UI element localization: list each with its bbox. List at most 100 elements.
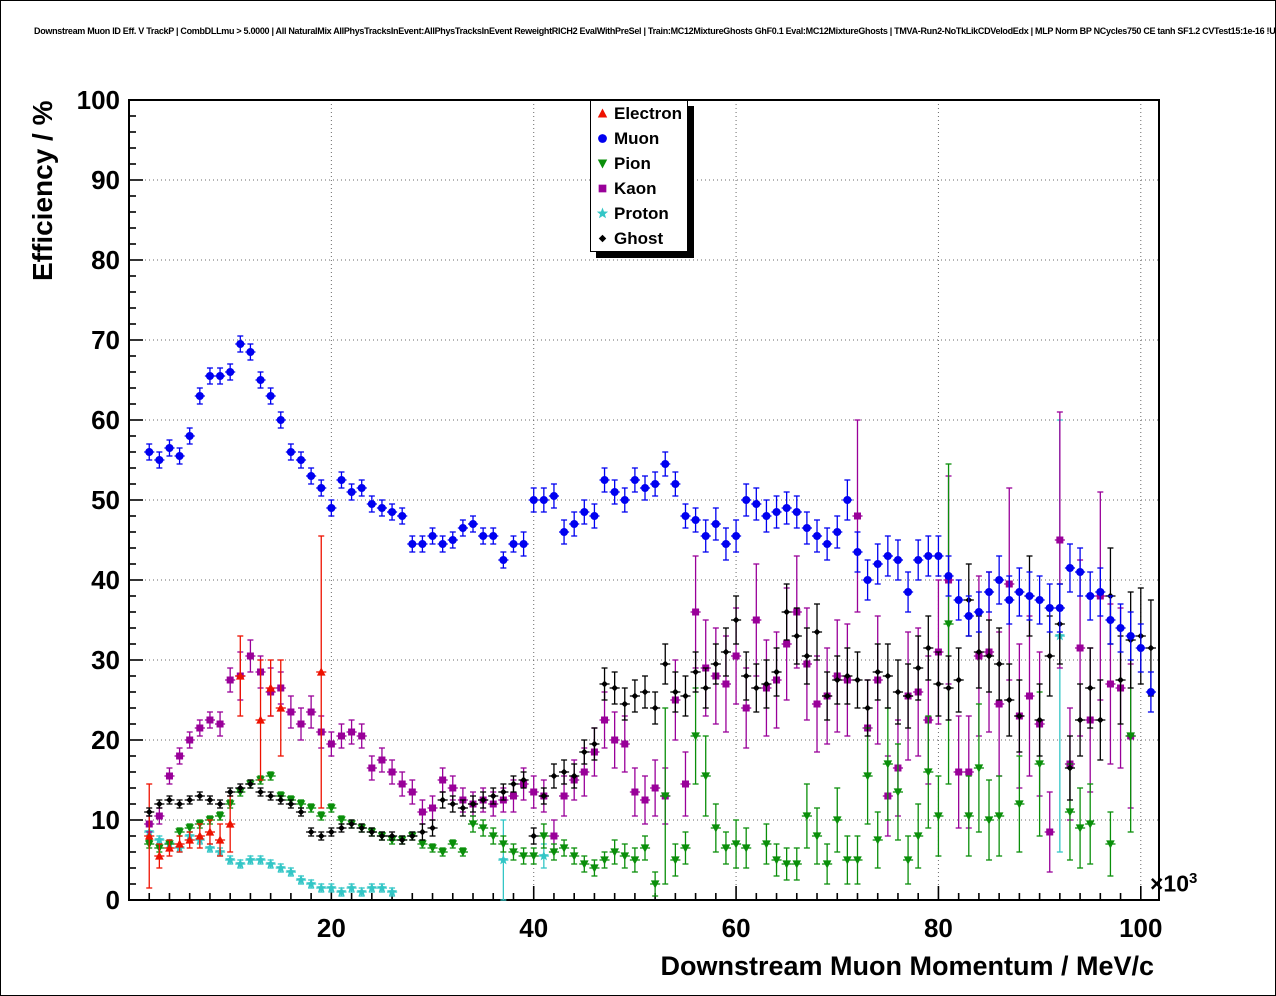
data-point-marker [792, 860, 802, 869]
data-point-marker [225, 854, 236, 865]
data-point-marker [469, 520, 478, 528]
data-point-marker [245, 854, 256, 865]
x-axis-title: Downstream Muon Momentum / MeV/c [660, 951, 1154, 981]
data-point-marker [154, 834, 165, 845]
data-point-marker [853, 548, 862, 556]
data-point-marker [712, 660, 720, 668]
data-point-marker [327, 828, 335, 836]
data-point-marker [235, 671, 245, 680]
svg-text:70: 70 [91, 325, 120, 355]
svg-text:60: 60 [91, 405, 120, 435]
data-point-marker [833, 528, 842, 536]
ghost-legend-marker-icon [598, 234, 607, 243]
data-point-marker [924, 768, 933, 777]
data-point-marker [883, 760, 893, 769]
data-point-marker [1065, 808, 1075, 817]
data-point-marker [732, 532, 741, 540]
data-point-marker [246, 348, 255, 356]
data-point-marker [540, 792, 548, 800]
data-point-marker [155, 456, 164, 464]
data-point-marker [205, 827, 215, 836]
svg-text:100: 100 [1119, 913, 1162, 943]
data-point-marker [620, 852, 630, 861]
data-point-marker [195, 392, 204, 400]
data-point-marker [772, 508, 781, 516]
data-point-marker [813, 628, 821, 636]
data-point-marker [366, 882, 377, 893]
data-point-marker [813, 532, 822, 540]
data-point-marker [185, 432, 194, 440]
series-electron [144, 535, 327, 889]
data-point-marker [358, 824, 366, 832]
data-point-marker [316, 667, 326, 676]
data-point-marker [1056, 536, 1064, 544]
data-point-marker [206, 716, 214, 724]
data-point-marker [277, 796, 285, 804]
data-point-marker [155, 851, 164, 860]
series-muon [144, 335, 1156, 713]
data-point-marker [226, 676, 234, 684]
data-point-marker [873, 836, 883, 845]
data-point-marker [338, 824, 345, 832]
data-point-marker [185, 835, 195, 844]
data-point-marker [596, 207, 609, 219]
data-point-marker [1065, 564, 1074, 572]
data-point-marker [691, 732, 700, 741]
data-point-marker [276, 416, 285, 424]
data-point-marker [266, 772, 275, 781]
data-point-marker [773, 668, 780, 676]
data-point-marker [285, 866, 297, 877]
data-point-marker [316, 812, 326, 821]
data-point-marker [520, 776, 527, 784]
data-point-marker [438, 848, 447, 857]
data-point-marker [722, 648, 730, 656]
data-point-marker [1015, 800, 1024, 809]
data-point-marker [802, 524, 811, 532]
data-point-marker [256, 376, 265, 384]
data-point-marker [499, 788, 507, 796]
data-point-marker [711, 824, 721, 833]
data-point-marker [296, 800, 306, 809]
data-point-marker [336, 886, 347, 897]
data-point-marker [297, 456, 306, 464]
data-point-marker [419, 828, 426, 836]
data-point-marker [641, 796, 649, 804]
data-point-marker [165, 843, 174, 852]
svg-text:60: 60 [722, 913, 751, 943]
data-point-marker [307, 472, 316, 480]
pion-legend-marker-icon [597, 159, 608, 169]
data-point-marker [509, 540, 518, 548]
data-point-marker [721, 540, 730, 548]
data-point-marker [722, 680, 730, 688]
data-point-marker [863, 576, 872, 584]
data-point-marker [1117, 676, 1124, 684]
legend-entry-ghost: Ghost [591, 226, 687, 251]
data-point-marker [560, 528, 569, 536]
data-point-marker [376, 882, 388, 893]
data-point-marker [1075, 824, 1085, 833]
data-point-marker [367, 500, 376, 508]
svg-text:30: 30 [91, 645, 120, 675]
data-point-marker [286, 448, 295, 456]
data-point-marker [924, 552, 933, 560]
data-point-marker [519, 852, 528, 861]
data-point-marker [305, 878, 317, 889]
data-point-marker [267, 792, 275, 800]
data-point-marker [591, 740, 598, 748]
data-point-marker [682, 692, 689, 700]
data-point-marker [580, 508, 589, 516]
data-point-marker [297, 720, 305, 728]
data-point-marker [499, 840, 508, 849]
data-point-marker [166, 796, 173, 804]
data-point-marker [945, 684, 952, 692]
data-point-marker [226, 368, 235, 376]
data-point-marker [934, 812, 943, 821]
data-point-marker [560, 768, 568, 776]
data-point-marker [246, 652, 254, 660]
y-tick-labels: 0 10 20 30 40 50 60 70 80 90 100 [77, 85, 120, 915]
data-point-marker [256, 715, 265, 724]
data-point-marker [408, 832, 416, 840]
data-point-marker [316, 882, 327, 893]
data-point-marker [843, 856, 852, 865]
data-point-marker [458, 848, 468, 857]
